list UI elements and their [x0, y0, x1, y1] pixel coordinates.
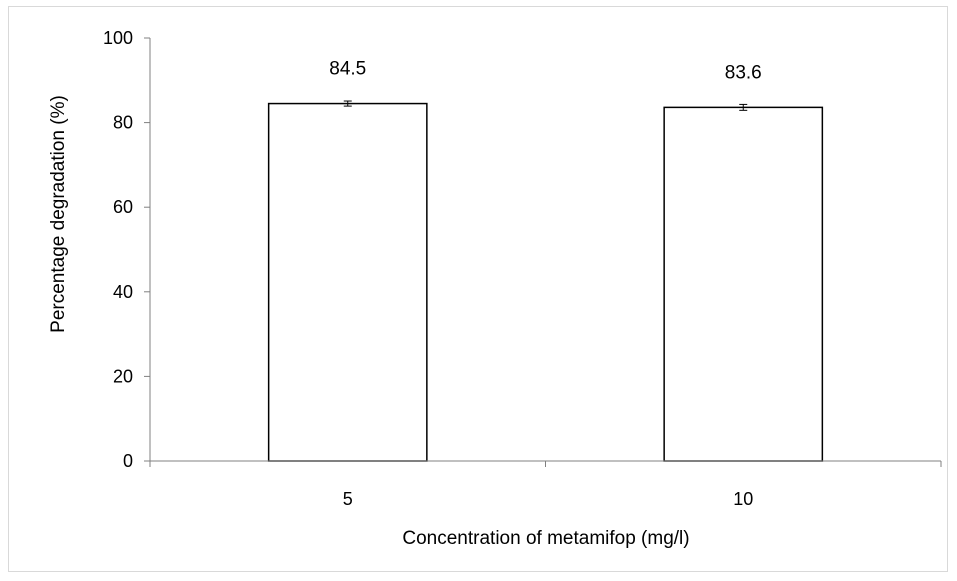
bar-chart: 0 20 40 60 80 100 5 10 84.5 83.6 Concentration …	[9, 7, 949, 573]
y-tick-label: 20	[113, 366, 133, 386]
y-tick-label: 0	[123, 451, 133, 471]
data-label-5: 84.5	[329, 59, 366, 80]
x-axis-title: Concentration of metamifop (mg/l)	[402, 528, 689, 549]
data-label-10: 83.6	[725, 62, 762, 83]
y-tick-label: 60	[113, 197, 133, 217]
x-tick-label: 5	[343, 489, 353, 509]
bar-10	[664, 107, 822, 461]
y-axis-ticks: 0 20 40 60 80 100	[103, 28, 150, 471]
y-tick-label: 40	[113, 282, 133, 302]
x-axis-ticks: 5 10	[150, 461, 941, 509]
x-tick-label: 10	[733, 489, 753, 509]
bar-5	[269, 104, 427, 461]
data-labels: 84.5 83.6	[329, 59, 761, 84]
y-axis-title: Percentage degradation (%)	[48, 95, 69, 333]
y-tick-label: 80	[113, 113, 133, 133]
bars	[269, 101, 823, 461]
y-tick-label: 100	[103, 28, 133, 48]
chart-frame: 0 20 40 60 80 100 5 10 84.5 83.6 Concentration …	[8, 6, 948, 572]
